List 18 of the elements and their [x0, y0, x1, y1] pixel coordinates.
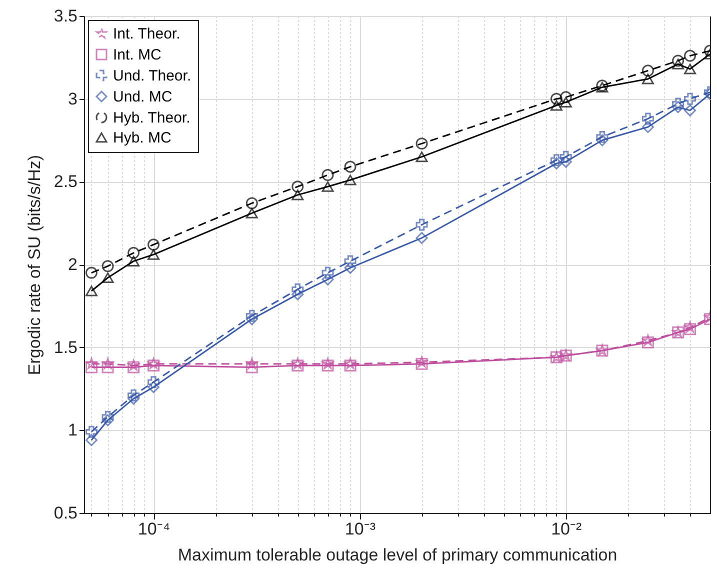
legend-label: Hyb. Theor. — [113, 110, 190, 126]
legend-label: Und. Theor. — [113, 68, 192, 84]
x-tick-label: 10⁻³ — [344, 520, 376, 538]
y-tick-label: 2.5 — [54, 172, 78, 192]
y-axis-title: Ergodic rate of SU (bits/s/Hz) — [24, 154, 44, 376]
legend-label: Int. MC — [113, 46, 162, 64]
y-tick-label: 2 — [68, 255, 78, 274]
legend-label: Und. MC — [113, 88, 172, 106]
y-tick-label: 0.5 — [54, 504, 78, 522]
x-tick-label: 10⁻² — [551, 520, 582, 538]
y-tick-label: 3.5 — [54, 6, 78, 26]
y-tick-label: 3 — [68, 89, 78, 108]
y-tick-label: 1.5 — [54, 338, 78, 357]
x-axis-title: Maximum tolerable outage level of primary communication — [178, 546, 618, 564]
y-tick-label: 1 — [68, 420, 78, 440]
x-tick-label: 10⁻⁴ — [138, 520, 170, 538]
legend-label: Hyb. MC — [113, 130, 172, 146]
legend-label: Int. Theor. — [113, 26, 180, 42]
